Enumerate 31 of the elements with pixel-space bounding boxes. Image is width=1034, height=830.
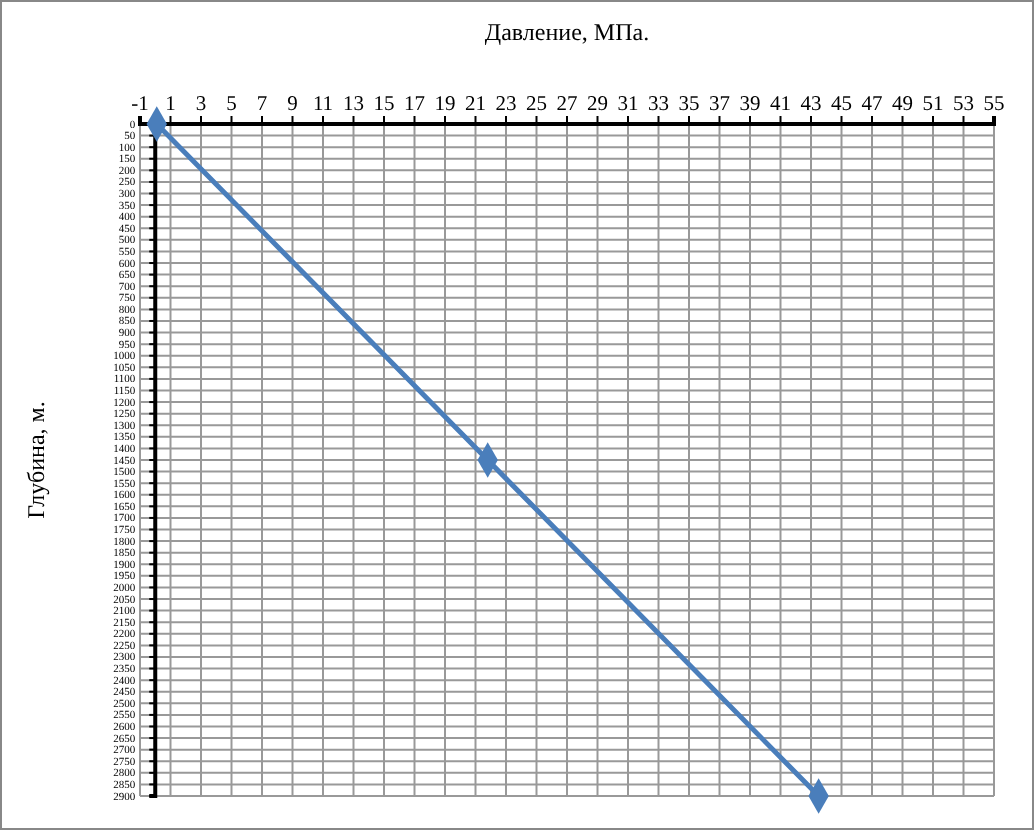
x-tick-label: 39	[739, 94, 761, 116]
x-tick-label: 55	[983, 94, 1005, 116]
x-tick-label: 11	[312, 94, 334, 116]
x-tick-label: 35	[678, 94, 700, 116]
x-tick-label: 29	[587, 94, 608, 116]
x-tick-label: 31	[617, 94, 639, 116]
x-tick-label: 51	[922, 94, 944, 116]
x-tick-label: 1	[165, 94, 176, 116]
x-tick-label: 15	[373, 94, 395, 116]
x-tick-label: 45	[831, 94, 852, 116]
x-tick-label: 53	[953, 94, 974, 116]
x-tick-label: 25	[526, 94, 547, 116]
x-tick-label: 13	[343, 94, 364, 116]
x-tick-label: 49	[892, 94, 913, 116]
x-tick-label: 41	[770, 94, 791, 116]
x-tick-label: 3	[195, 94, 207, 116]
x-tick-label: 37	[709, 94, 730, 116]
x-axis-title: Давление, МПа.	[484, 18, 650, 46]
x-tick-label: 19	[434, 94, 456, 116]
x-tick-label: 43	[800, 94, 822, 116]
x-tick-label: 9	[287, 94, 298, 116]
x-tick-label: 23	[495, 94, 517, 116]
x-tick-label: 7	[256, 94, 268, 116]
x-tick-label: 5	[226, 94, 237, 116]
x-tick-label: 21	[465, 94, 486, 116]
x-tick-label: 47	[861, 94, 883, 116]
x-tick-label: 27	[556, 94, 578, 116]
x-tick-label: 17	[404, 94, 425, 116]
y-axis-title: Глубина, м.	[22, 401, 50, 519]
x-tick-label: -1	[131, 94, 149, 116]
x-tick-label: 33	[648, 94, 669, 116]
